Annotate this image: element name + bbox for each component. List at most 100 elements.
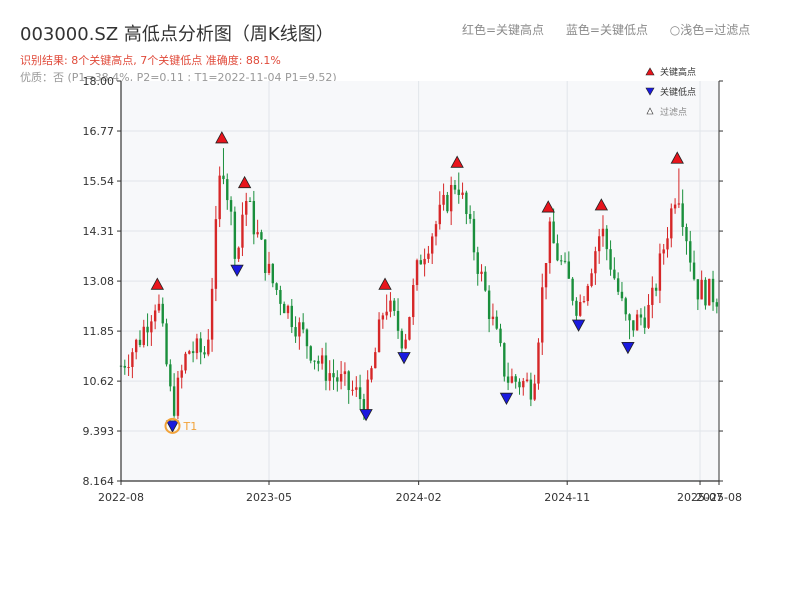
candle-body: [301, 322, 305, 330]
candle-body: [256, 232, 259, 235]
candle-body: [586, 285, 589, 302]
candle-body: [601, 228, 605, 237]
candle-body: [305, 329, 309, 347]
candle-body: [704, 279, 707, 306]
candle-body: [480, 271, 483, 274]
candle-body: [571, 278, 574, 301]
candle-body: [404, 339, 407, 349]
candle-body: [252, 201, 256, 235]
candle-body: [670, 208, 673, 239]
candle-body: [514, 376, 517, 382]
x-tick-label: 2024-11: [544, 491, 590, 504]
candle-body: [222, 175, 225, 180]
legend-high-label: 关键高点: [660, 66, 696, 78]
candle-body: [632, 320, 635, 331]
key-low-marker: [621, 341, 635, 355]
candle-body: [381, 315, 385, 320]
candle-body: [191, 351, 195, 354]
y-tick-label: 14.31: [83, 225, 115, 238]
candle-body: [537, 342, 540, 384]
candle-body: [465, 192, 468, 215]
candle-body: [499, 328, 502, 344]
candle-body: [567, 261, 571, 279]
chart-title: 003000.SZ 高低点分析图（周K线图）: [20, 24, 334, 45]
candle-body: [351, 389, 354, 391]
candle-body: [506, 376, 510, 383]
candle-body: [207, 339, 210, 355]
candle-body: [282, 303, 286, 314]
candle-body: [150, 321, 153, 333]
candle-body: [271, 263, 275, 284]
candle-body: [708, 278, 711, 306]
candle-body: [298, 322, 301, 337]
candle-body: [446, 194, 449, 212]
candle-body: [510, 376, 514, 383]
top-legend-low: 蓝色=关键低点: [565, 23, 648, 37]
candle-body: [427, 253, 430, 259]
candle-body: [161, 303, 164, 324]
y-tick-label: 9.393: [83, 425, 115, 438]
grid: [121, 81, 719, 481]
candle-body: [138, 339, 142, 345]
candle-body: [639, 314, 643, 318]
candle-body: [666, 238, 669, 250]
candle-body: [309, 346, 312, 361]
candle-body: [560, 260, 563, 262]
candle-body: [195, 338, 199, 354]
candle-body: [689, 241, 692, 263]
candle-body: [635, 314, 639, 331]
candle-body: [453, 185, 457, 190]
key-high-marker: [594, 198, 609, 211]
candle-body: [328, 373, 331, 381]
candle-body: [438, 204, 441, 225]
candle-body: [442, 194, 445, 205]
candle-body: [389, 300, 392, 312]
candle-body: [134, 339, 138, 353]
candle-body: [472, 218, 476, 253]
candle-body: [396, 310, 400, 331]
candle-body: [123, 365, 126, 368]
key-low-marker: [499, 392, 514, 406]
candle-body: [484, 271, 487, 291]
candle-body: [476, 252, 479, 274]
legend-low-label: 关键低点: [660, 86, 696, 98]
candle-body: [347, 371, 350, 391]
candle-body: [685, 227, 688, 242]
candle-body: [374, 352, 377, 369]
candle-body: [541, 287, 544, 343]
candle-body: [290, 305, 293, 328]
markers: T1: [150, 131, 684, 434]
candle-body: [317, 360, 320, 364]
candle-body: [188, 351, 191, 354]
candle-body: [613, 269, 616, 279]
candle-body: [294, 327, 297, 337]
candle-body: [400, 330, 404, 349]
candle-body: [226, 179, 229, 201]
candle-body: [264, 239, 267, 274]
candle-body: [412, 285, 415, 318]
candle-body: [628, 314, 631, 321]
y-tick-label: 13.08: [83, 275, 115, 288]
top-legend-high: 红色=关键高点: [462, 23, 545, 37]
candle-body: [647, 304, 650, 328]
candle-body: [339, 374, 343, 382]
y-tick-label: 18.00: [83, 75, 115, 88]
candle-body: [415, 260, 419, 286]
candle-body: [279, 289, 282, 304]
candle-body: [556, 243, 559, 261]
y-tick-label: 15.54: [83, 175, 115, 188]
y-tick-label: 11.85: [83, 325, 115, 338]
candle-body: [503, 343, 506, 377]
candle-body: [651, 287, 654, 305]
candle-body: [245, 200, 248, 215]
candle-body: [343, 371, 347, 375]
candle-body: [229, 200, 233, 212]
candle-body: [233, 211, 237, 259]
candle-body: [681, 203, 684, 228]
t1-label: T1: [183, 420, 198, 433]
y-tick-label: 8.164: [83, 475, 115, 488]
candle-body: [525, 379, 529, 382]
candle-body: [393, 300, 396, 311]
